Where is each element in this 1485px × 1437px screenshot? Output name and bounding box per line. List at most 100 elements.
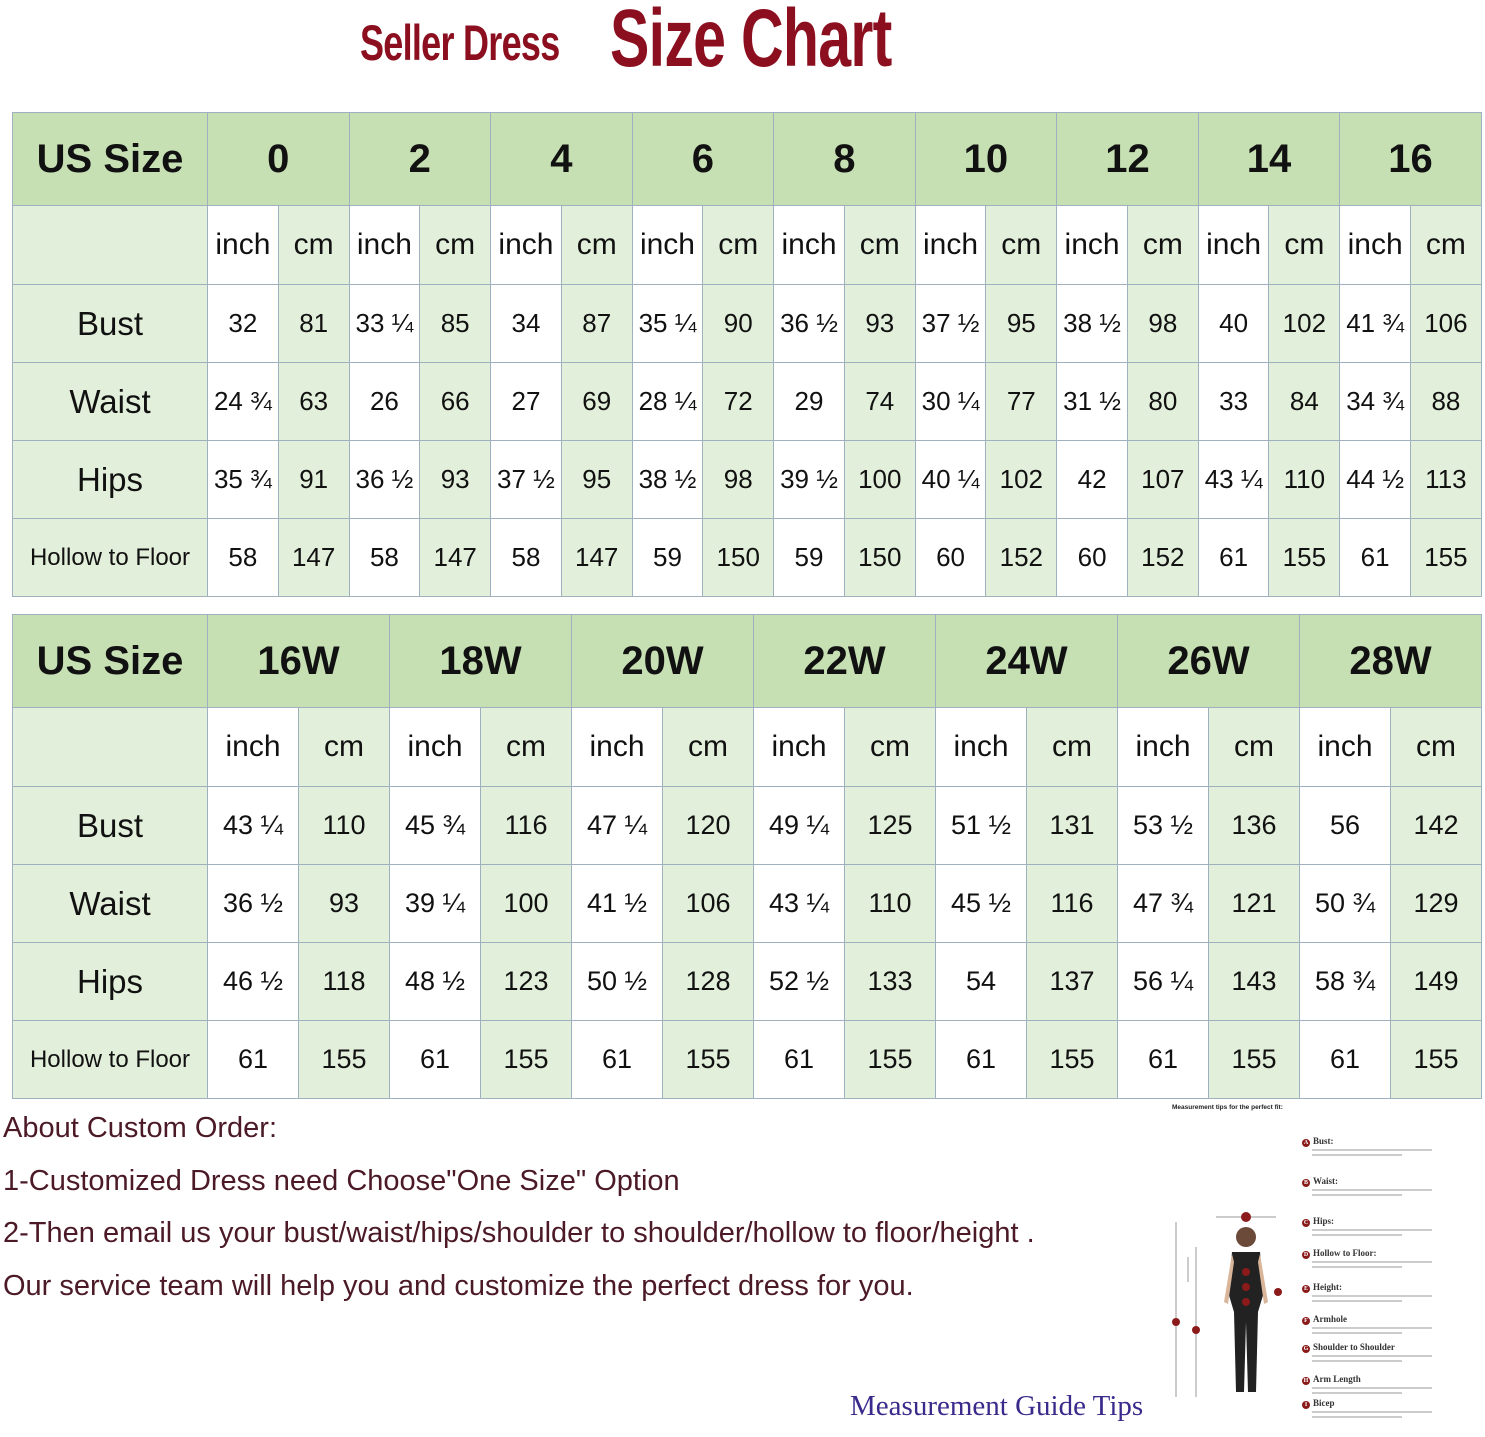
cm-value-cell: 95 <box>560 440 633 519</box>
unit-cm-cell: cm <box>662 707 754 787</box>
inch-value-cell: 61 <box>1117 1020 1209 1099</box>
guide-item: I Bicep <box>1302 1398 1335 1409</box>
inch-value-cell: 61 <box>753 1020 845 1099</box>
cm-value-cell: 155 <box>1208 1020 1300 1099</box>
cm-value-cell: 136 <box>1208 786 1300 865</box>
unit-inch-cell: inch <box>348 205 421 285</box>
inch-value-cell: 40 <box>1197 284 1270 363</box>
unit-inch-cell: inch <box>1056 205 1128 285</box>
cm-value-cell: 147 <box>277 518 350 597</box>
guide-text-line <box>1312 1327 1432 1329</box>
inch-value-cell: 58 <box>348 518 421 597</box>
guide-item: H Arm Length <box>1302 1374 1361 1385</box>
guide-item: G Shoulder to Shoulder <box>1302 1342 1395 1353</box>
unit-inch-cell: inch <box>773 205 845 285</box>
inch-value-cell: 59 <box>773 518 845 597</box>
letter-badge-icon: B <box>1302 1179 1310 1187</box>
cm-value-cell: 155 <box>1410 518 1482 597</box>
inch-value-cell: 47 ¾ <box>1117 864 1209 943</box>
inch-value-cell: 28 ¼ <box>631 362 704 441</box>
guide-item-label: Hollow to Floor: <box>1313 1248 1377 1258</box>
cm-value-cell: 100 <box>480 864 572 943</box>
cm-value-cell: 152 <box>1126 518 1199 597</box>
guide-item: B Waist: <box>1302 1176 1338 1187</box>
unit-cm-cell: cm <box>844 707 936 787</box>
guide-item-label: Hips: <box>1313 1216 1335 1226</box>
unit-row: inch cm inch cm inch cm inch cm inch cm inch cm inch… <box>12 205 1482 285</box>
cm-value-cell: 88 <box>1410 362 1482 441</box>
inch-value-cell: 43 ¼ <box>753 864 845 943</box>
inch-value-cell: 45 ¾ <box>389 786 481 865</box>
unit-cm-cell: cm <box>1268 205 1341 285</box>
cm-value-cell: 106 <box>1410 284 1482 363</box>
size-header-cell: 28W <box>1299 614 1482 708</box>
unit-cm-cell: cm <box>843 205 916 285</box>
inch-value-cell: 58 <box>207 518 279 597</box>
unit-cm-cell: cm <box>560 205 633 285</box>
inch-value-cell: 42 <box>1056 440 1128 519</box>
inch-value-cell: 49 ¼ <box>753 786 845 865</box>
cm-value-cell: 120 <box>662 786 754 865</box>
cm-value-cell: 100 <box>843 440 916 519</box>
row-label-cell: Hollow to Floor <box>12 1020 208 1099</box>
guide-text-line <box>1312 1332 1402 1334</box>
unit-inch-cell: inch <box>1197 205 1270 285</box>
inch-value-cell: 24 ¾ <box>207 362 279 441</box>
inch-value-cell: 50 ¾ <box>1299 864 1391 943</box>
header-label-cell: US Size <box>12 614 208 708</box>
unit-cm-cell: cm <box>702 205 775 285</box>
size-header-cell: 22W <box>753 614 936 708</box>
cm-value-cell: 155 <box>1026 1020 1118 1099</box>
guide-text-line <box>1312 1392 1402 1394</box>
body-silhouette-icon <box>1172 1212 1282 1397</box>
cm-value-cell: 131 <box>1026 786 1118 865</box>
inch-value-cell: 40 ¼ <box>914 440 987 519</box>
guide-text-line <box>1312 1266 1402 1268</box>
size-header-cell: 8 <box>773 112 916 206</box>
inch-value-cell: 33 ¼ <box>348 284 421 363</box>
guide-item: D Hollow to Floor: <box>1302 1248 1377 1259</box>
cm-value-cell: 113 <box>1410 440 1482 519</box>
cm-value-cell: 125 <box>844 786 936 865</box>
inch-value-cell: 36 ½ <box>207 864 299 943</box>
measurement-row: Hips 46 ½ 118 48 ½ 123 50 ½ 128 52 ½ 133 54 137 56 … <box>12 942 1482 1021</box>
inch-value-cell: 60 <box>914 518 987 597</box>
inch-value-cell: 61 <box>935 1020 1027 1099</box>
inch-value-cell: 35 ¼ <box>631 284 704 363</box>
cm-value-cell: 123 <box>480 942 572 1021</box>
unit-row: inch cm inch cm inch cm inch cm inch cm inch cm inch… <box>12 707 1482 787</box>
inch-value-cell: 50 ½ <box>571 942 663 1021</box>
cm-value-cell: 90 <box>702 284 775 363</box>
unit-inch-cell: inch <box>389 707 481 787</box>
letter-badge-icon: G <box>1302 1345 1310 1353</box>
measurement-row: Waist 36 ½ 93 39 ¼ 100 41 ½ 106 43 ¼ 110 45 ½ 116 4… <box>12 864 1482 943</box>
size-header-cell: 10 <box>914 112 1058 206</box>
cm-value-cell: 77 <box>985 362 1058 441</box>
row-label-cell: Hollow to Floor <box>12 518 208 597</box>
guide-text-line <box>1312 1194 1402 1196</box>
inch-value-cell: 44 ½ <box>1339 440 1412 519</box>
row-label-cell: Waist <box>12 864 208 943</box>
cm-value-cell: 152 <box>985 518 1058 597</box>
inch-value-cell: 35 ¾ <box>207 440 279 519</box>
guide-text-line <box>1312 1261 1432 1263</box>
cm-value-cell: 91 <box>277 440 350 519</box>
letter-badge-icon: D <box>1302 1251 1310 1259</box>
unit-cm-cell: cm <box>1026 707 1118 787</box>
guide-text-line <box>1312 1387 1432 1389</box>
unit-inch-cell: inch <box>935 707 1027 787</box>
inch-value-cell: 56 ¼ <box>1117 942 1209 1021</box>
letter-badge-icon: C <box>1302 1219 1310 1227</box>
size-header-cell: 26W <box>1117 614 1300 708</box>
inch-value-cell: 32 <box>207 284 279 363</box>
size-header-cell: 2 <box>348 112 492 206</box>
unit-cm-cell: cm <box>1390 707 1482 787</box>
inch-value-cell: 37 ½ <box>914 284 987 363</box>
header-row: US Size 16W 18W 20W 22W 24W 26W 28W <box>12 614 1482 708</box>
cm-value-cell: 87 <box>560 284 633 363</box>
cm-value-cell: 72 <box>702 362 775 441</box>
inch-value-cell: 61 <box>207 1020 299 1099</box>
cm-value-cell: 143 <box>1208 942 1300 1021</box>
cm-value-cell: 155 <box>298 1020 390 1099</box>
